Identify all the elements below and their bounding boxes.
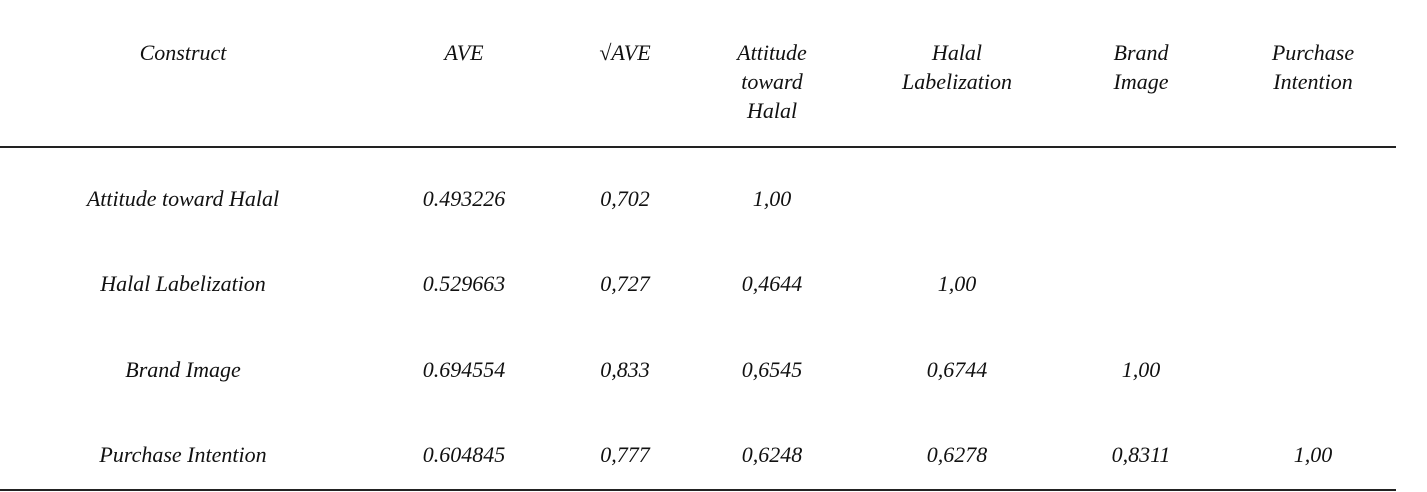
cell-purchase-intention: 1,00 — [1293, 442, 1333, 467]
table-row: Halal Labelization 0.529663 0,727 0,4644… — [0, 264, 1400, 304]
cell-brand-image: 0,8311 — [1111, 442, 1171, 467]
cell-ave: 0.604845 — [422, 442, 506, 467]
table-row: Purchase Intention 0.604845 0,777 0,6248… — [0, 435, 1400, 475]
table-header: Construct AVE √AVE Attitude toward Halal… — [0, 0, 1400, 146]
cell-attitude: 0,6248 — [741, 442, 803, 467]
cell-sqrt-ave: 0,727 — [600, 271, 650, 296]
table-row: Attitude toward Halal 0.493226 0,702 1,0… — [0, 179, 1400, 219]
header-ave: AVE — [444, 40, 484, 65]
cell-construct: Attitude toward Halal — [86, 186, 280, 211]
cell-ave: 0.529663 — [422, 271, 506, 296]
cell-construct: Halal Labelization — [100, 271, 266, 296]
cell-ave: 0.493226 — [422, 186, 506, 211]
header-halal-labelization: Halal Labelization — [901, 40, 1013, 94]
cell-labelization: 0,6278 — [926, 442, 988, 467]
header-attitude-toward-halal: Attitude toward Halal — [737, 40, 807, 123]
cell-sqrt-ave: 0,833 — [600, 357, 650, 382]
cell-construct: Brand Image — [125, 357, 241, 382]
cell-sqrt-ave: 0,777 — [600, 442, 650, 467]
table-row: Brand Image 0.694554 0,833 0,6545 0,6744… — [0, 350, 1400, 390]
header-brand-image: Brand Image — [1113, 40, 1169, 94]
cell-labelization: 0,6744 — [926, 357, 988, 382]
cell-attitude: 1,00 — [752, 186, 792, 211]
cell-labelization: 1,00 — [937, 271, 977, 296]
cell-brand-image: 1,00 — [1121, 357, 1161, 382]
header-construct: Construct — [139, 40, 227, 65]
cell-sqrt-ave: 0,702 — [600, 186, 650, 211]
cell-construct: Purchase Intention — [99, 442, 267, 467]
cell-attitude: 0,4644 — [741, 271, 803, 296]
header-purchase-intention: Purchase Intention — [1271, 40, 1355, 94]
header-sqrt-ave: √AVE — [599, 40, 651, 65]
bottom-rule — [0, 489, 1396, 491]
cell-attitude: 0,6545 — [741, 357, 803, 382]
cell-ave: 0.694554 — [422, 357, 506, 382]
header-rule — [0, 146, 1396, 148]
